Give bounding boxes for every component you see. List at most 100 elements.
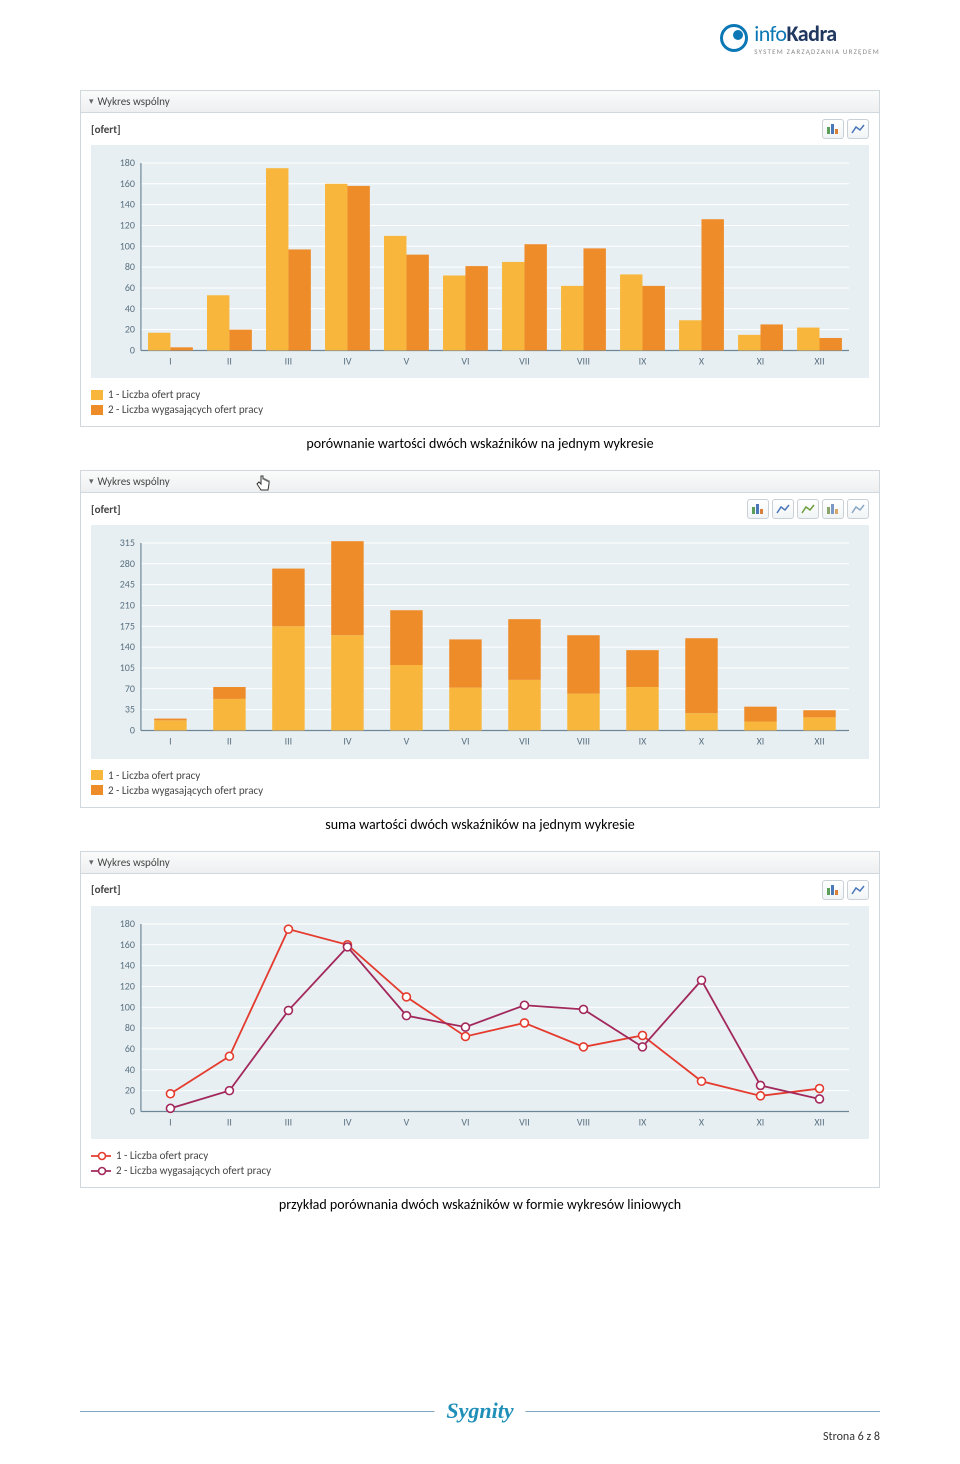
svg-text:140: 140 [120, 199, 135, 211]
svg-text:II: II [227, 355, 232, 367]
panel-header[interactable]: ▾ Wykres wspólny [81, 471, 879, 493]
svg-text:VI: VI [461, 736, 469, 748]
svg-text:IX: IX [639, 736, 648, 748]
svg-text:IV: IV [343, 1116, 352, 1128]
svg-text:VII: VII [519, 736, 530, 748]
line-chart-button[interactable] [847, 499, 869, 519]
caption: porównanie wartości dwóch wskaźników na … [80, 435, 880, 452]
line-chart-button[interactable] [772, 499, 794, 519]
chart-panel-1: ▾ Wykres wspólny [ofert] 020406080100120… [80, 90, 880, 427]
y-axis-label: [ofert] [91, 883, 121, 896]
header-logo: infoKadra SYSTEM ZARZĄDZANIA URZĘDEM [720, 20, 880, 56]
svg-text:0: 0 [130, 725, 135, 737]
chart-area: 020406080100120140160180IIIIIIIVVVIVIIVI… [91, 145, 869, 378]
svg-text:100: 100 [120, 240, 135, 252]
collapse-arrow-icon: ▾ [89, 857, 94, 868]
svg-text:80: 80 [125, 261, 135, 273]
legend-item: 2 - Liczba wygasających ofert pracy [91, 1164, 869, 1177]
svg-text:120: 120 [120, 219, 135, 231]
chart-panel-3: ▾ Wykres wspólny [ofert] 020406080100120… [80, 851, 880, 1188]
legend-item: 2 - Liczba wygasających ofert pracy [91, 784, 869, 797]
svg-text:70: 70 [125, 683, 135, 695]
line-chart-icon [851, 503, 865, 515]
caption: przykład porównania dwóch wskaźników w f… [80, 1196, 880, 1213]
svg-text:40: 40 [125, 303, 135, 315]
logo-text: infoKadra [754, 20, 880, 47]
svg-text:20: 20 [125, 324, 135, 336]
svg-text:0: 0 [130, 1105, 135, 1117]
svg-text:IX: IX [639, 1116, 648, 1128]
svg-text:X: X [699, 355, 705, 367]
svg-text:XI: XI [757, 1116, 765, 1128]
legend: 1 - Liczba ofert pracy 2 - Liczba wygasa… [81, 765, 879, 807]
line-chart-icon [851, 123, 865, 135]
svg-text:XII: XII [814, 355, 824, 367]
legend: 1 - Liczba ofert pracy 2 - Liczba wygasa… [81, 384, 879, 426]
legend-item: 1 - Liczba ofert pracy [91, 769, 869, 782]
svg-text:VIII: VIII [577, 1116, 590, 1128]
svg-text:0: 0 [130, 344, 135, 356]
y-axis-label: [ofert] [91, 503, 121, 516]
bar-chart-button[interactable] [747, 499, 769, 519]
chart-panel-2: ▾ Wykres wspólny [ofert] 0 35 70 105 140 175 2… [80, 470, 880, 807]
bar-chart-button[interactable] [822, 119, 844, 139]
line-chart-button[interactable] [797, 499, 819, 519]
panel-header[interactable]: ▾ Wykres wspólny [81, 852, 879, 874]
svg-text:XII: XII [814, 736, 824, 748]
svg-text:105: 105 [120, 662, 135, 674]
svg-text:II: II [227, 736, 232, 748]
line-chart-button[interactable] [847, 880, 869, 900]
svg-text:X: X [699, 736, 705, 748]
svg-text:XII: XII [814, 1116, 824, 1128]
svg-text:245: 245 [120, 579, 135, 591]
svg-text:140: 140 [120, 642, 135, 654]
chart-area: 020406080100120140160180IIIIIIIVVVIVIIVI… [91, 906, 869, 1139]
page: infoKadra SYSTEM ZARZĄDZANIA URZĘDEM ▾ W… [0, 0, 960, 1464]
svg-text:VIII: VIII [577, 736, 590, 748]
footer-logo: Sygnity [434, 1398, 525, 1424]
svg-text:I: I [169, 1116, 172, 1128]
svg-text:I: I [169, 355, 172, 367]
svg-text:60: 60 [125, 282, 135, 294]
svg-text:35: 35 [125, 704, 135, 716]
panel-title: Wykres wspólny [98, 475, 170, 488]
svg-text:III: III [285, 355, 293, 367]
svg-text:III: III [285, 1116, 293, 1128]
svg-text:120: 120 [120, 980, 135, 992]
svg-text:160: 160 [120, 939, 135, 951]
svg-text:IX: IX [639, 355, 648, 367]
svg-text:IV: IV [343, 736, 352, 748]
svg-text:V: V [404, 355, 410, 367]
bar-chart-button[interactable] [822, 880, 844, 900]
svg-text:X: X [699, 1116, 705, 1128]
line-chart-icon [851, 884, 865, 896]
line-chart-button[interactable] [847, 119, 869, 139]
bar-chart-button[interactable] [822, 499, 844, 519]
svg-text:80: 80 [125, 1022, 135, 1034]
line-chart-icon [776, 503, 790, 515]
svg-text:140: 140 [120, 959, 135, 971]
legend-item: 1 - Liczba ofert pracy [91, 1149, 869, 1162]
footer: Sygnity Strona 6 z 8 [80, 1411, 880, 1444]
bar-chart-icon [826, 884, 840, 896]
svg-text:280: 280 [120, 558, 135, 570]
svg-text:20: 20 [125, 1084, 135, 1096]
svg-text:315: 315 [120, 537, 135, 549]
bar-chart-icon [751, 503, 765, 515]
svg-text:V: V [404, 1116, 410, 1128]
logo-mark [720, 24, 748, 52]
svg-text:I: I [169, 736, 172, 748]
svg-text:V: V [404, 736, 410, 748]
svg-text:VII: VII [519, 355, 530, 367]
svg-text:180: 180 [120, 157, 135, 169]
chart-area: 03570105140175210245280315IIIIIIIVVVIVII… [91, 525, 869, 758]
svg-text:180: 180 [120, 918, 135, 930]
svg-text:160: 160 [120, 178, 135, 190]
svg-text:VI: VI [461, 355, 469, 367]
svg-text:II: II [227, 1116, 232, 1128]
cursor-hand-icon [256, 475, 272, 497]
legend-item: 2 - Liczba wygasających ofert pracy [91, 403, 869, 416]
svg-text:175: 175 [120, 621, 135, 633]
bar-chart-icon [826, 123, 840, 135]
panel-header[interactable]: ▾ Wykres wspólny [81, 91, 879, 113]
